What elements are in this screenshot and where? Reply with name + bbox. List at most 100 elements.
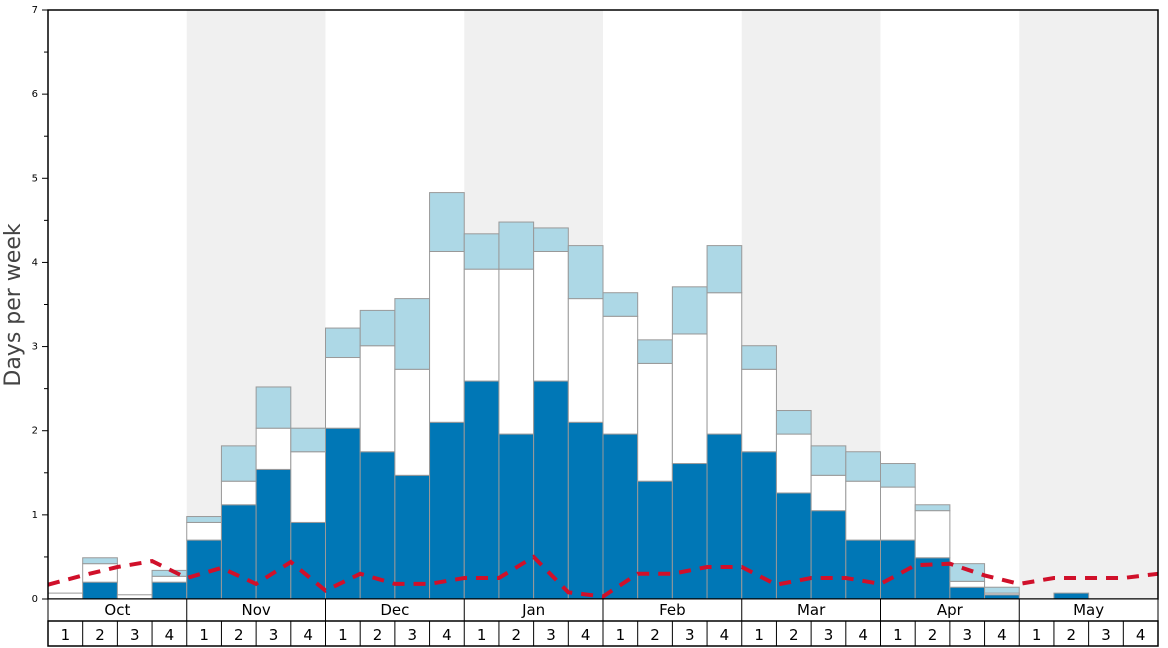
bar-dark-19 <box>671 463 708 600</box>
y-axis-title: Days per week <box>1 223 26 386</box>
bar-light-17 <box>602 292 639 317</box>
month-label-may: May <box>1073 601 1104 619</box>
bar-white-12 <box>429 250 465 423</box>
week-label: 1 <box>616 626 626 644</box>
y-tick-label: 6 <box>32 89 38 100</box>
bar-white-26 <box>914 510 951 559</box>
bar-white-5 <box>186 521 222 541</box>
bar-light-5 <box>186 516 222 523</box>
bar-dark-15 <box>533 380 569 600</box>
bar-white-7 <box>255 427 292 470</box>
bar-white-8 <box>290 451 326 523</box>
week-label: 1 <box>199 626 209 644</box>
bar-white-17 <box>602 315 639 435</box>
bar-dark-4 <box>151 581 188 600</box>
week-label: 1 <box>61 626 71 644</box>
bar-dark-16 <box>567 421 604 600</box>
week-label: 4 <box>1136 626 1146 644</box>
week-label: 1 <box>477 626 487 644</box>
bar-light-26 <box>914 504 951 512</box>
y-tick-label: 0 <box>32 594 38 605</box>
week-label: 2 <box>373 626 383 644</box>
bar-dark-13 <box>463 380 500 600</box>
bar-dark-20 <box>706 433 743 600</box>
week-label: 2 <box>928 626 938 644</box>
bar-light-22 <box>775 410 812 435</box>
week-label: 1 <box>754 626 764 644</box>
y-tick-label: 5 <box>32 173 38 184</box>
week-label: 1 <box>338 626 348 644</box>
bar-dark-7 <box>255 468 292 600</box>
bar-white-21 <box>741 368 777 453</box>
bar-light-2 <box>82 557 118 565</box>
bar-white-25 <box>880 486 916 541</box>
week-label: 4 <box>858 626 868 644</box>
week-label: 2 <box>234 626 244 644</box>
week-label: 4 <box>581 626 591 644</box>
y-tick-label: 3 <box>32 342 38 353</box>
bar-light-15 <box>533 227 569 252</box>
week-label: 4 <box>165 626 175 644</box>
bar-white-27 <box>949 580 986 588</box>
week-label: 3 <box>962 626 972 644</box>
bar-light-10 <box>359 309 396 347</box>
bar-light-28 <box>984 586 1020 594</box>
y-tick-label: 1 <box>32 510 38 521</box>
bar-dark-18 <box>637 480 673 600</box>
month-label-oct: Oct <box>104 601 130 619</box>
week-label: 2 <box>789 626 799 644</box>
month-label-jan: Jan <box>521 601 545 619</box>
bar-white-11 <box>394 368 431 476</box>
bar-white-20 <box>706 292 743 435</box>
average-line-group <box>47 554 1159 599</box>
average-line <box>47 554 1159 599</box>
bar-dark-9 <box>325 427 361 600</box>
bar-white-19 <box>671 333 708 465</box>
bar-light-6 <box>220 445 257 482</box>
bars-group <box>47 192 1090 600</box>
week-label: 3 <box>685 626 695 644</box>
week-label: 4 <box>997 626 1007 644</box>
bar-dark-17 <box>602 433 639 600</box>
bar-white-23 <box>810 474 847 512</box>
bar-light-19 <box>671 286 708 335</box>
y-tick-label: 4 <box>32 257 38 268</box>
month-label-feb: Feb <box>659 601 686 619</box>
bar-dark-2 <box>82 581 118 600</box>
week-label: 2 <box>1067 626 1077 644</box>
bar-dark-27 <box>949 586 986 600</box>
week-label: 1 <box>893 626 903 644</box>
bar-white-1 <box>47 592 84 600</box>
bar-dark-24 <box>845 539 881 600</box>
bar-dark-21 <box>741 451 777 600</box>
bar-light-16 <box>567 245 604 300</box>
y-axis: 0 1 2 3 4 5 6 7 <box>32 5 48 605</box>
bar-light-23 <box>810 445 847 476</box>
week-label: 3 <box>546 626 556 644</box>
month-label-apr: Apr <box>937 601 964 619</box>
week-label: 4 <box>720 626 730 644</box>
month-band-may <box>1019 10 1158 599</box>
bar-dark-12 <box>429 421 465 600</box>
bar-light-27 <box>949 563 986 582</box>
bar-light-25 <box>880 463 916 488</box>
week-label: 4 <box>442 626 452 644</box>
bar-white-9 <box>325 357 361 429</box>
bar-white-4 <box>151 575 188 583</box>
bar-white-13 <box>463 268 500 382</box>
week-label: 2 <box>512 626 522 644</box>
bar-white-10 <box>359 345 396 453</box>
bar-white-15 <box>533 250 569 382</box>
bar-light-8 <box>290 427 326 453</box>
bar-white-14 <box>498 268 535 435</box>
week-label: 4 <box>303 626 313 644</box>
bar-dark-30 <box>1053 592 1090 600</box>
bar-dark-23 <box>810 510 847 600</box>
bar-light-24 <box>845 451 881 482</box>
bar-white-22 <box>775 433 812 494</box>
week-label: 2 <box>95 626 105 644</box>
y-tick-label: 2 <box>32 426 38 437</box>
bar-light-7 <box>255 386 292 429</box>
bar-dark-11 <box>394 474 431 600</box>
